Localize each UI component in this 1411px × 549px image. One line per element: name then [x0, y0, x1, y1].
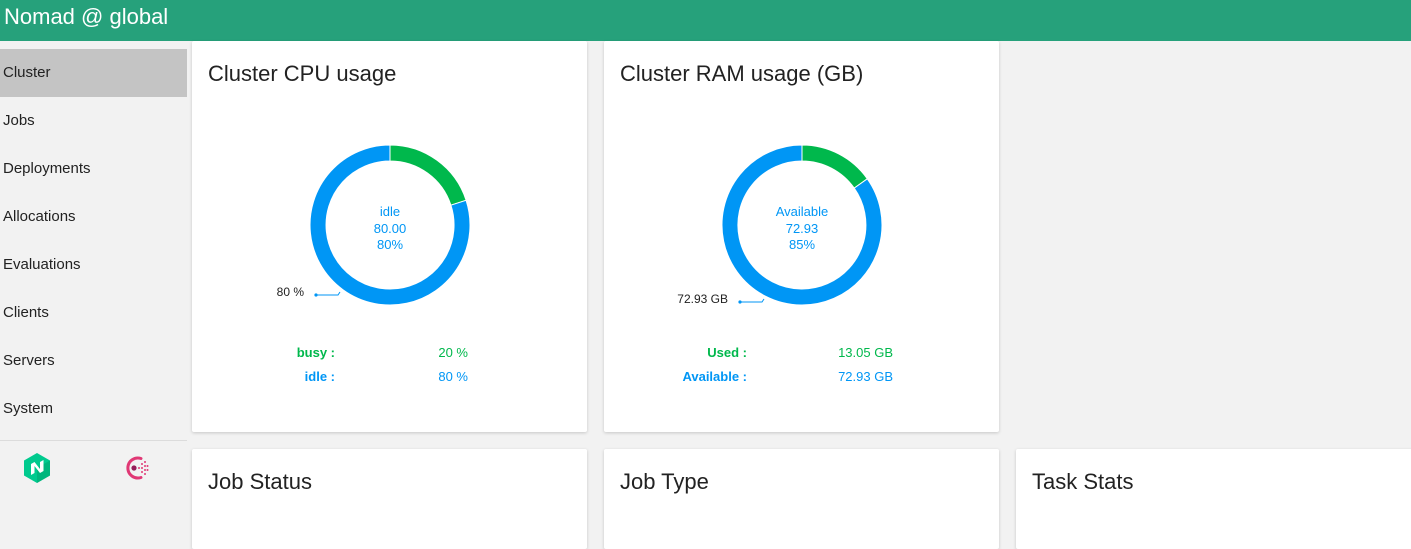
- app-title: Nomad @ global: [4, 4, 169, 29]
- job-status-title: Job Status: [208, 469, 312, 494]
- ram-used-slice: [801, 144, 868, 189]
- sidebar-item-clients[interactable]: Clients: [3, 304, 49, 321]
- cpu-usage-card: Cluster CPU usage idle 80.00 80% 80 % bu…: [192, 41, 587, 432]
- legend-used-label: Used :: [707, 345, 747, 360]
- task-stats-card: Task Stats: [1016, 449, 1411, 549]
- legend-idle-value: 80 %: [438, 369, 468, 384]
- job-type-title: Job Type: [620, 469, 709, 494]
- ram-legend: Used : 13.05 GB Available : 72.93 GB: [604, 341, 999, 389]
- cpu-center-label: idle: [380, 204, 400, 219]
- cpu-center-value: 80.00: [374, 221, 407, 236]
- sidebar-item-evaluations[interactable]: Evaluations: [3, 256, 81, 273]
- ram-available-slice: [721, 144, 883, 306]
- task-stats-title: Task Stats: [1032, 469, 1134, 494]
- sidebar-item-system[interactable]: System: [3, 400, 54, 417]
- legend-available-label: Available :: [682, 369, 747, 384]
- cpu-donut-chart[interactable]: idle 80.00 80% 80 %: [270, 141, 510, 321]
- ram-center-value: 72.93: [786, 221, 819, 236]
- sidebar-item-jobs[interactable]: Jobs: [3, 112, 35, 129]
- ram-center-percent: 85%: [789, 237, 815, 252]
- legend-idle-label: idle :: [304, 369, 335, 384]
- legend-busy-value: 20 %: [438, 345, 468, 360]
- cpu-legend: busy : 20 % idle : 80 %: [192, 341, 587, 389]
- nomad-logo-icon[interactable]: [21, 452, 53, 484]
- consul-logo-icon[interactable]: [121, 452, 153, 484]
- sidebar-item-allocations[interactable]: Allocations: [3, 208, 76, 225]
- cpu-center-percent: 80%: [377, 237, 403, 252]
- legend-busy-label: busy :: [296, 345, 335, 360]
- sidebar-divider: [0, 440, 187, 441]
- ram-outer-label: 72.93 GB: [677, 292, 728, 306]
- cpu-card-title: Cluster CPU usage: [208, 61, 397, 86]
- sidebar-item-servers[interactable]: Servers: [3, 352, 55, 369]
- job-status-card: Job Status: [192, 449, 587, 549]
- cpu-busy-slice: [389, 144, 467, 206]
- ram-donut-chart[interactable]: Available 72.93 85% 72.93 GB: [662, 141, 922, 321]
- sidebar: Cluster Jobs Deployments Allocations Eva…: [0, 41, 187, 511]
- app-header: Nomad @ global: [0, 0, 1411, 41]
- legend-used-value: 13.05 GB: [838, 345, 893, 360]
- job-type-card: Job Type: [604, 449, 999, 549]
- ram-usage-card: Cluster RAM usage (GB) Available 72.93 8…: [604, 41, 999, 432]
- sidebar-item-deployments[interactable]: Deployments: [3, 160, 91, 177]
- sidebar-item-cluster[interactable]: Cluster: [0, 49, 187, 97]
- ram-card-title: Cluster RAM usage (GB): [620, 61, 864, 86]
- cpu-idle-slice: [309, 144, 471, 306]
- cpu-outer-label: 80 %: [277, 285, 305, 299]
- ram-center-label: Available: [776, 204, 829, 219]
- legend-available-value: 72.93 GB: [838, 369, 893, 384]
